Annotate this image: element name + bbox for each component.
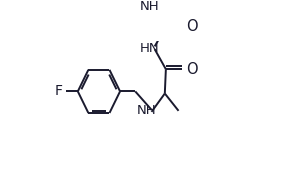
Text: F: F <box>55 84 63 98</box>
Text: O: O <box>186 62 198 77</box>
Text: HN: HN <box>140 42 160 55</box>
Text: O: O <box>186 19 198 34</box>
Text: NH: NH <box>140 0 160 14</box>
Text: NH: NH <box>137 104 157 117</box>
